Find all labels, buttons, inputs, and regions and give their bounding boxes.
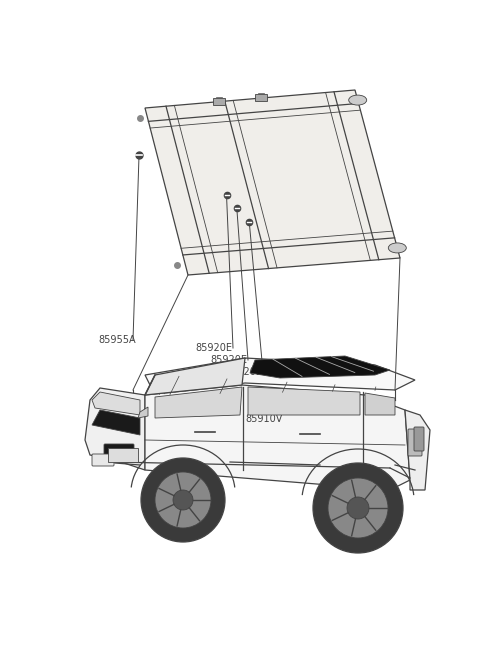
Text: 85910V: 85910V	[245, 414, 283, 424]
Polygon shape	[145, 358, 415, 395]
Polygon shape	[145, 90, 400, 275]
Bar	[213, 98, 225, 105]
Polygon shape	[145, 385, 410, 490]
Circle shape	[155, 472, 211, 528]
Polygon shape	[138, 407, 148, 418]
Polygon shape	[92, 392, 140, 415]
Polygon shape	[248, 387, 360, 415]
Circle shape	[141, 458, 225, 542]
Text: 85920E: 85920E	[195, 343, 232, 353]
Circle shape	[313, 463, 403, 553]
Ellipse shape	[388, 243, 406, 253]
Polygon shape	[85, 388, 145, 470]
FancyBboxPatch shape	[92, 454, 114, 466]
FancyBboxPatch shape	[408, 429, 422, 456]
Polygon shape	[145, 358, 245, 395]
Circle shape	[173, 490, 193, 510]
Text: 85920E: 85920E	[225, 367, 262, 377]
FancyBboxPatch shape	[108, 448, 138, 462]
FancyBboxPatch shape	[104, 444, 134, 458]
Bar	[254, 94, 266, 101]
Polygon shape	[155, 387, 242, 418]
Circle shape	[347, 497, 369, 519]
Polygon shape	[405, 410, 430, 490]
Polygon shape	[250, 356, 390, 378]
Polygon shape	[92, 410, 140, 435]
Text: 85920E: 85920E	[210, 355, 247, 365]
Ellipse shape	[348, 95, 367, 105]
Polygon shape	[365, 393, 395, 415]
Circle shape	[328, 478, 388, 538]
FancyBboxPatch shape	[414, 427, 424, 451]
Text: 85955A: 85955A	[98, 335, 136, 345]
